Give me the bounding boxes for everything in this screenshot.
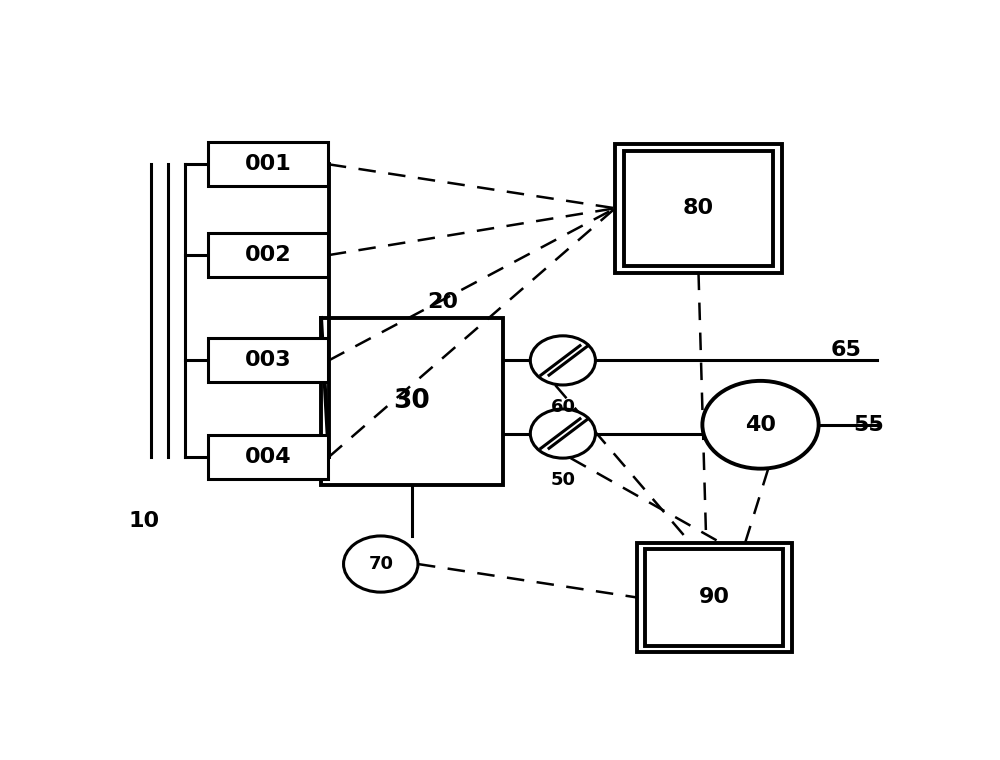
- FancyBboxPatch shape: [208, 233, 328, 277]
- FancyBboxPatch shape: [624, 151, 773, 265]
- Text: 80: 80: [683, 198, 714, 218]
- Text: 004: 004: [245, 447, 292, 467]
- Circle shape: [344, 536, 418, 592]
- Text: 003: 003: [245, 350, 292, 370]
- FancyBboxPatch shape: [208, 435, 328, 479]
- Text: 60: 60: [550, 397, 575, 416]
- FancyBboxPatch shape: [321, 318, 503, 485]
- Text: 90: 90: [698, 587, 730, 607]
- FancyBboxPatch shape: [208, 142, 328, 186]
- Text: 30: 30: [393, 388, 430, 414]
- Text: 65: 65: [830, 340, 861, 359]
- Text: 70: 70: [368, 555, 393, 573]
- Circle shape: [530, 409, 595, 458]
- FancyBboxPatch shape: [645, 549, 783, 645]
- Text: 40: 40: [745, 415, 776, 435]
- FancyBboxPatch shape: [208, 338, 328, 382]
- Circle shape: [530, 336, 595, 385]
- FancyBboxPatch shape: [637, 543, 792, 651]
- Circle shape: [702, 381, 819, 469]
- Text: 002: 002: [245, 245, 292, 265]
- Text: 001: 001: [245, 154, 292, 174]
- FancyBboxPatch shape: [615, 144, 782, 273]
- Text: 20: 20: [427, 292, 458, 312]
- Text: 55: 55: [854, 415, 884, 435]
- Text: 10: 10: [129, 511, 160, 531]
- Text: 50: 50: [550, 471, 575, 489]
